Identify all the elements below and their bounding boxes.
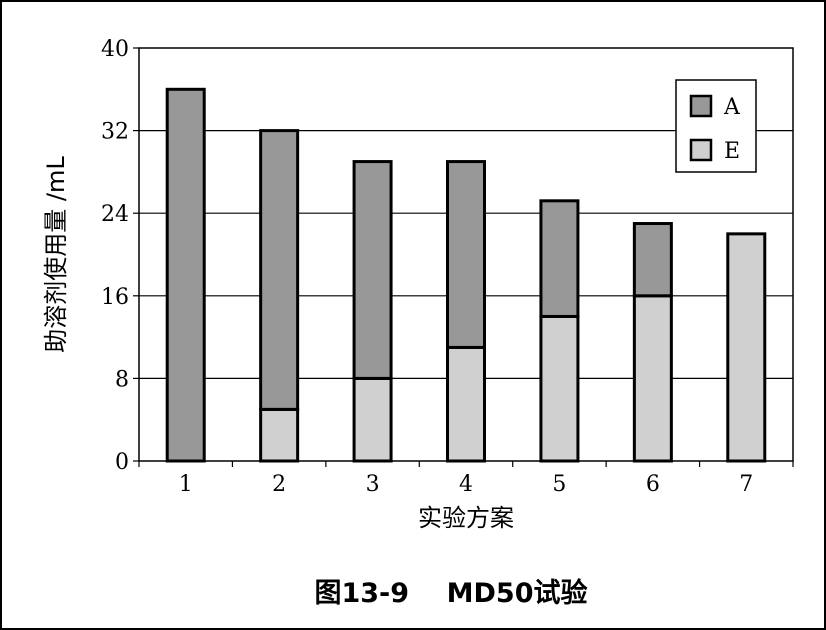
x-tick-label: 6 <box>646 472 660 497</box>
figure-caption: 图13-9 MD50试验 <box>314 577 587 609</box>
legend: AE <box>675 79 757 173</box>
y-tick-label: 24 <box>101 202 129 227</box>
x-axis-label: 实验方案 <box>418 504 514 532</box>
x-tick-label: 2 <box>272 472 286 497</box>
bar-segment-e <box>539 314 580 463</box>
plot-area-border <box>138 47 794 462</box>
y-axis-ticks: 0 8 16 24 32 40 <box>101 37 139 475</box>
x-tick-label: 5 <box>552 472 566 497</box>
bar-segment-e <box>446 345 486 463</box>
y-axis-label: 助溶剂使用量 /mL <box>42 156 70 353</box>
legend-label-e: E <box>724 139 740 164</box>
bar-segment-a <box>539 199 580 318</box>
legend-swatch-a <box>689 94 713 118</box>
y-tick-label: 32 <box>101 120 129 145</box>
bar-segment-e <box>632 294 673 463</box>
y-tick-label: 0 <box>115 450 129 475</box>
bar-segment-e <box>726 232 767 463</box>
legend-swatch-e <box>689 138 713 162</box>
legend-label-a: A <box>723 95 741 120</box>
legend-box <box>675 79 757 173</box>
y-tick-label: 16 <box>101 285 129 310</box>
bar-segment-a <box>352 160 393 380</box>
bar-segment-e <box>352 376 393 463</box>
bar-segment-a <box>446 160 486 349</box>
y-tick-label: 8 <box>115 367 129 392</box>
y-tick-label: 40 <box>101 37 129 62</box>
x-tick-label: 3 <box>366 472 380 497</box>
x-tick-label: 7 <box>739 472 753 497</box>
x-tick-label: 1 <box>179 472 193 497</box>
bar-segment-e <box>259 407 300 463</box>
bars <box>165 87 767 463</box>
bar-segment-a <box>165 87 206 463</box>
x-axis-ticks: 1 2 3 4 5 6 7 <box>138 461 794 497</box>
x-tick-label: 4 <box>459 472 473 497</box>
bar-segment-a <box>632 222 673 298</box>
bar-segment-a <box>259 129 300 411</box>
